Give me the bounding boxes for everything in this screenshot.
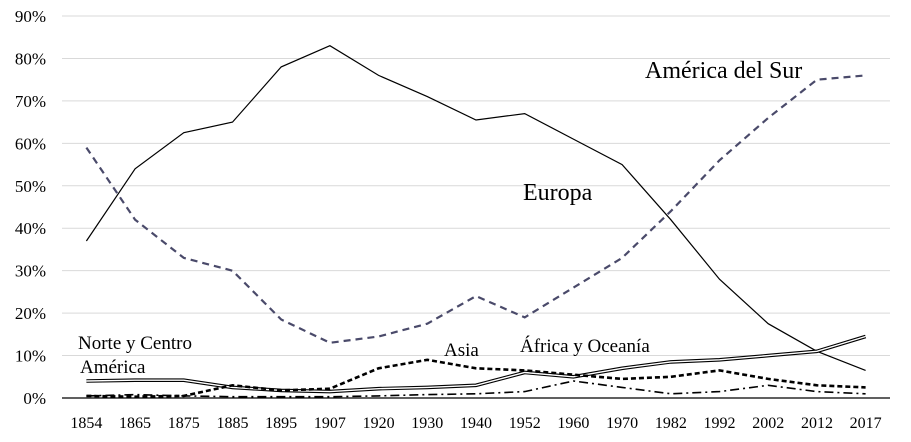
y-tick-label: 40% — [15, 219, 46, 238]
x-tick-label: 1865 — [119, 415, 151, 432]
x-tick-label: 1895 — [265, 415, 297, 432]
x-tick-label: 2012 — [801, 415, 833, 432]
y-tick-label: 0% — [23, 389, 46, 408]
x-tick-label: 2017 — [850, 415, 882, 432]
series-norte-y-centro-america — [86, 334, 867, 394]
x-axis-tick-labels: 1854 1865 1875 1885 1895 1907 1920 1930 1940 1952… — [70, 415, 881, 432]
x-tick-label: 1970 — [606, 415, 638, 432]
y-tick-label: 70% — [15, 92, 46, 111]
series-america-del-sur — [85, 74, 866, 344]
series-lines — [85, 45, 867, 399]
x-tick-label: 1920 — [363, 415, 395, 432]
series-line-inner — [86, 335, 866, 393]
y-tick-label: 50% — [15, 177, 46, 196]
x-tick-label: 1875 — [168, 415, 200, 432]
x-tick-label: 1992 — [704, 415, 736, 432]
y-tick-label: 80% — [15, 49, 46, 68]
annotation-africa-y-oceania: África y Oceanía — [520, 335, 650, 357]
x-tick-label: 1930 — [411, 415, 443, 432]
series-line — [85, 45, 866, 371]
x-tick-label: 1982 — [655, 415, 687, 432]
x-tick-label: 1854 — [70, 415, 102, 432]
x-tick-label: 1960 — [557, 415, 589, 432]
y-tick-label: 20% — [15, 304, 46, 323]
annotation-norte-y-centro: Norte y Centro — [78, 333, 192, 354]
grid — [62, 15, 890, 357]
annotation-europa: Europa — [523, 180, 593, 206]
y-tick-label: 60% — [15, 134, 46, 153]
y-tick-label: 90% — [15, 7, 46, 26]
series-line — [86, 358, 866, 399]
x-tick-label: 1907 — [314, 415, 346, 432]
annotation-america: América — [80, 357, 146, 378]
series-europa — [85, 45, 866, 371]
y-axis-tick-labels: 0% 10% 20% 30% 40% 50% 60% 70% 80% 90% — [15, 7, 46, 408]
series-line — [86, 380, 866, 398]
x-tick-label: 1940 — [460, 415, 492, 432]
y-tick-label: 10% — [15, 347, 46, 366]
annotation-asia: Asia — [444, 340, 479, 361]
series-asia — [86, 358, 866, 399]
y-tick-label: 30% — [15, 262, 46, 281]
annotation-america-del-sur: América del Sur — [645, 58, 802, 84]
x-tick-label: 1885 — [216, 415, 248, 432]
series-africa-y-oceania — [86, 380, 866, 398]
x-tick-label: 1952 — [509, 415, 541, 432]
series-line — [85, 74, 866, 344]
x-tick-label: 2002 — [752, 415, 784, 432]
